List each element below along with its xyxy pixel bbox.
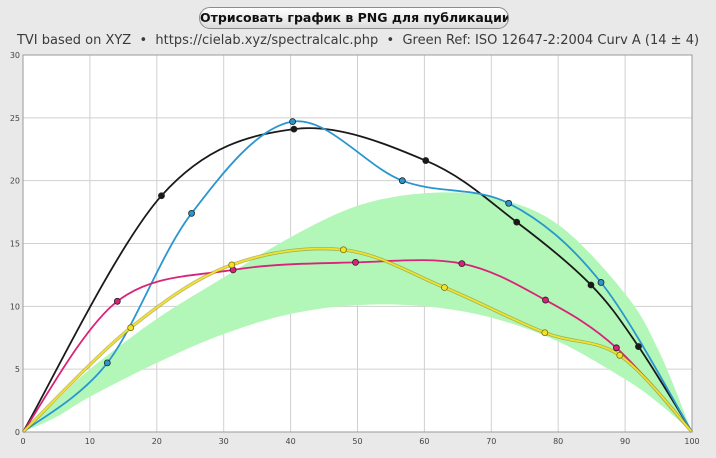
export-png-button[interactable]: Отрисовать график в PNG для публикации (199, 7, 509, 29)
data-point-yellow[interactable] (616, 351, 624, 359)
y-tick-label: 10 (10, 302, 20, 311)
subtitle-separator-2: • (386, 33, 395, 48)
subtitle-source-url[interactable]: https://cielab.xyz/spectralcalc.php (155, 33, 379, 48)
subtitle-separator-1: • (139, 33, 148, 48)
subtitle-reference: Green Ref: ISO 12647-2:2004 Curv A (14 ±… (402, 33, 700, 48)
x-tick-label: 70 (486, 437, 496, 446)
series-points (103, 118, 642, 367)
data-point-cyan[interactable] (289, 118, 297, 126)
data-point-yellow[interactable] (441, 284, 448, 291)
data-point-cyan[interactable] (505, 199, 513, 207)
data-point-magenta[interactable] (613, 344, 620, 352)
data-point-black[interactable] (513, 218, 521, 226)
x-tick-label: 40 (286, 437, 296, 446)
y-tick-label: 30 (10, 51, 20, 60)
data-point-magenta[interactable] (542, 296, 549, 304)
x-tick-label: 50 (352, 437, 362, 446)
x-tick-label: 80 (553, 437, 563, 446)
data-point-yellow[interactable] (127, 324, 135, 332)
y-tick-label: 20 (10, 177, 20, 186)
x-tick-label: 30 (219, 437, 229, 446)
data-point-black[interactable] (290, 125, 298, 133)
data-point-magenta[interactable] (458, 260, 466, 268)
data-point-cyan[interactable] (103, 359, 111, 367)
data-point-cyan[interactable] (398, 177, 406, 185)
x-tick-label: 100 (684, 437, 699, 446)
y-tick-label: 0 (15, 428, 20, 437)
data-point-yellow[interactable] (541, 329, 549, 337)
x-tick-label: 0 (20, 437, 25, 446)
data-point-cyan[interactable] (597, 279, 605, 286)
x-tick-label: 60 (419, 437, 429, 446)
data-point-black[interactable] (635, 343, 642, 350)
y-tick-label: 5 (15, 365, 20, 374)
x-tick-label: 10 (85, 437, 95, 446)
x-tick-label: 90 (620, 437, 630, 446)
data-point-magenta[interactable] (113, 297, 121, 305)
data-point-black[interactable] (587, 281, 595, 289)
data-point-cyan[interactable] (188, 209, 195, 217)
plot-border (22, 54, 693, 433)
reference-tolerance-band (23, 192, 692, 432)
subtitle-method: TVI based on XYZ (16, 33, 132, 48)
data-point-black[interactable] (422, 157, 430, 164)
data-point-magenta[interactable] (352, 258, 359, 266)
x-tick-label: 20 (152, 437, 162, 446)
data-point-black[interactable] (158, 192, 165, 200)
chart-subtitle: TVI based on XYZ • https://cielab.xyz/sp… (0, 31, 716, 51)
axis-tick-labels: 0 10 20 30 40 50 60 70 80 90 100 0 5 10 15 20 25 30 (10, 51, 700, 446)
data-point-yellow[interactable] (340, 246, 347, 254)
y-tick-label: 25 (10, 114, 20, 123)
data-point-yellow[interactable] (228, 261, 236, 269)
y-tick-label: 15 (10, 240, 20, 249)
